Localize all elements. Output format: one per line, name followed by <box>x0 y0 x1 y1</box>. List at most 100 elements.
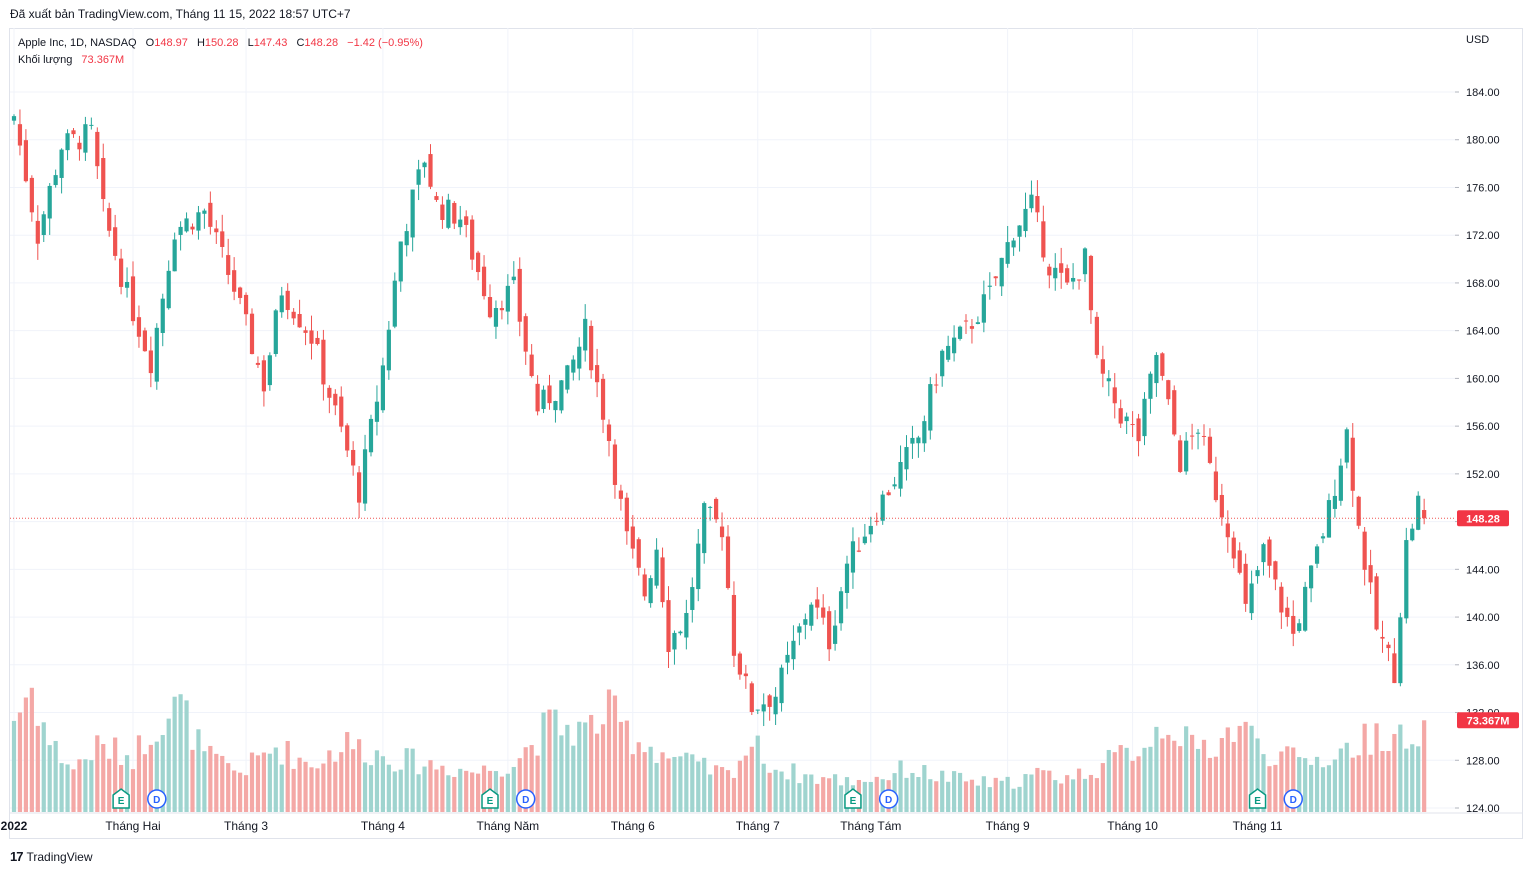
y-tick-label: 136.00 <box>1466 660 1500 672</box>
volume-bar <box>154 741 159 812</box>
volume-bar <box>214 753 219 812</box>
volume-bar <box>1076 768 1082 812</box>
volume-bar <box>493 771 499 812</box>
candle-body <box>47 185 52 219</box>
earnings-marker-label: E <box>487 796 494 807</box>
volume-bar <box>904 777 909 812</box>
candle-body <box>1201 435 1207 437</box>
candle-body <box>1320 536 1326 539</box>
volume-bar <box>142 754 147 812</box>
volume-bar <box>1410 744 1415 812</box>
volume-bar <box>1279 751 1284 812</box>
candle-body <box>1011 240 1016 248</box>
candle-body <box>309 330 314 344</box>
candle-body <box>1160 353 1165 376</box>
candle-body <box>1410 528 1415 541</box>
candle-body <box>1398 617 1403 684</box>
candle-body <box>952 337 957 354</box>
volume-bar <box>833 774 838 812</box>
earnings-marker-label: E <box>850 796 857 807</box>
volume-bar <box>1392 733 1397 812</box>
volume-bar <box>333 761 338 812</box>
candle-body <box>957 326 963 339</box>
volume-bar <box>910 772 915 812</box>
y-tick-label: 128.00 <box>1466 755 1500 767</box>
volume-bar <box>1201 739 1207 812</box>
candle-body <box>142 330 147 352</box>
candle-body <box>940 350 945 377</box>
candle-body <box>803 619 808 625</box>
candle-body <box>368 418 374 453</box>
candle-body <box>166 270 171 309</box>
candle-body <box>702 503 707 554</box>
candle-body <box>1285 607 1290 617</box>
candle-body <box>1142 398 1147 437</box>
volume-bar <box>1047 770 1052 812</box>
volume-bar <box>654 762 659 812</box>
candle-body <box>791 640 796 660</box>
candle-body <box>249 313 255 355</box>
volume-bar <box>975 785 980 812</box>
candle-body <box>446 199 451 228</box>
chart-legend: Apple Inc, 1D, NASDAQ O148.97 H150.28 L1… <box>18 35 423 69</box>
volume-bar <box>95 735 100 812</box>
candle-body <box>452 202 457 224</box>
candle-body <box>916 437 921 444</box>
volume-bar <box>1255 738 1260 812</box>
candle-body <box>416 169 421 185</box>
volume-bar <box>612 695 618 812</box>
candle-body <box>327 387 332 398</box>
chart-frame[interactable] <box>9 28 1523 839</box>
candle-body <box>243 294 249 315</box>
candle-body <box>1291 615 1296 634</box>
candle-body <box>315 337 320 345</box>
candle-body <box>1404 540 1409 619</box>
x-tick-label: Tháng Năm <box>476 819 539 833</box>
volume-bar <box>481 765 487 812</box>
tradingview-logo[interactable]: 17 TradingView <box>10 849 93 864</box>
volume-bar <box>428 760 433 812</box>
candle-body <box>83 124 88 153</box>
volume-bar <box>41 722 46 812</box>
volume-bar <box>404 748 409 812</box>
candle-body <box>618 490 623 499</box>
volume-bar <box>755 735 760 812</box>
volume-bar <box>327 750 332 812</box>
volume-bar <box>1416 746 1421 812</box>
candle-body <box>321 339 326 385</box>
candle-body <box>529 354 534 377</box>
volume-bar <box>672 756 677 812</box>
volume-bar <box>1029 774 1034 812</box>
candle-body <box>434 196 439 200</box>
candle-body <box>345 425 350 451</box>
candle-body <box>648 578 653 604</box>
legend-volume-label[interactable]: Khối lượng <box>18 54 73 66</box>
time-axis: 2022 Tháng Hai Tháng 3 Tháng 4 Tháng Năm Thán… <box>1 812 1522 833</box>
volume-bar <box>827 778 832 812</box>
volume-bar <box>130 769 136 812</box>
last-volume-badge <box>1457 712 1519 729</box>
candle-body <box>827 611 832 650</box>
volume-bar <box>261 752 266 812</box>
currency-label[interactable]: USD <box>1466 34 1490 46</box>
candle-body <box>541 389 546 410</box>
candle-body <box>1309 565 1314 589</box>
legend-symbol[interactable]: Apple Inc, 1D, NASDAQ <box>18 37 137 49</box>
volume-bar <box>1267 766 1272 812</box>
volume-bar <box>285 740 290 812</box>
volume-bar <box>666 758 671 812</box>
last-volume-label: 73.367M <box>1467 715 1510 727</box>
volume-bar <box>166 718 171 812</box>
candle-body <box>184 218 189 232</box>
candle-body <box>1035 196 1040 213</box>
volume-bar <box>791 763 796 812</box>
volume-bar <box>339 752 344 812</box>
volume-bar <box>600 724 606 812</box>
candle-body <box>606 424 612 442</box>
candle-body <box>53 175 58 186</box>
volume-bar <box>731 777 737 812</box>
candle-body <box>844 563 850 593</box>
candle-body <box>577 346 582 369</box>
volume-bar <box>815 783 820 812</box>
